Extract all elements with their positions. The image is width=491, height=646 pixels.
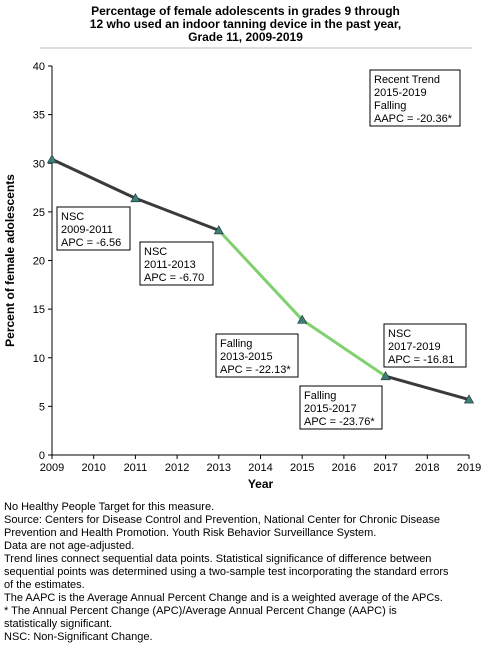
annotation-text: APC = -23.76* bbox=[304, 416, 375, 428]
x-tick-label: 2018 bbox=[415, 462, 439, 474]
annotation-text: 2017-2019 bbox=[388, 341, 441, 353]
footnote-line: NSC: Non-Significant Change. bbox=[4, 631, 153, 643]
annotation-text: 2015-2019 bbox=[374, 87, 427, 99]
footnote-line: No Healthy People Target for this measur… bbox=[4, 501, 215, 513]
footnote-line: statistically significant. bbox=[4, 618, 113, 630]
annotation-box-border bbox=[139, 241, 214, 286]
x-tick-label: 2010 bbox=[81, 462, 105, 474]
annotation-text: APC = -16.81 bbox=[388, 354, 454, 366]
y-tick-label: 35 bbox=[33, 110, 45, 122]
x-tick-label: 2012 bbox=[165, 462, 189, 474]
footnotes: No Healthy People Target for this measur… bbox=[4, 501, 488, 644]
annotation-text: 2015-2017 bbox=[304, 403, 357, 415]
y-tick-label: 25 bbox=[33, 207, 45, 219]
annotation-text: Recent Trend bbox=[374, 74, 440, 86]
trend-segment-nsc bbox=[50, 157, 137, 200]
trend-segment-falling bbox=[217, 228, 304, 322]
footnote-line: Prevention and Health Promotion. Youth R… bbox=[4, 527, 377, 539]
trend-segment-nsc bbox=[133, 196, 221, 232]
title-line: Percentage of female adolescents in grad… bbox=[91, 4, 400, 18]
trend-segment-falling bbox=[300, 318, 388, 378]
y-tick-label: 10 bbox=[33, 353, 45, 365]
data-point-marker bbox=[297, 314, 308, 324]
annotation-text: Falling bbox=[374, 100, 406, 112]
data-point-marker bbox=[46, 154, 58, 164]
annotation-text: 2009-2011 bbox=[61, 224, 113, 236]
footnote-line: Data are not age-adjusted. bbox=[4, 540, 135, 552]
data-point-marker bbox=[130, 193, 141, 203]
data-point-marker bbox=[463, 394, 475, 404]
trend-segment-nsc bbox=[384, 374, 471, 402]
footnote-line: of the estimates. bbox=[4, 579, 85, 591]
title-line: 12 who used an indoor tanning device in … bbox=[89, 17, 402, 31]
annotation-text: Falling bbox=[304, 390, 336, 402]
annotation-text: APC = -6.56 bbox=[61, 237, 121, 249]
line-chart: 0 5 10 15 20 25 30 35 40 2009 2010 2011 2012 2013 2014… bbox=[3, 47, 481, 491]
annotation-box-border bbox=[299, 385, 383, 430]
annotation-text: NSC bbox=[144, 246, 167, 258]
annotation-box-border bbox=[56, 206, 131, 251]
x-tick-label: 2019 bbox=[457, 462, 481, 474]
x-tick-label: 2009 bbox=[40, 462, 64, 474]
footnote-line: sequential points was determined using a… bbox=[4, 566, 449, 578]
y-tick-label: 20 bbox=[33, 256, 45, 268]
annotation-text: APC = -22.13* bbox=[220, 364, 291, 376]
annotation-text: Falling bbox=[220, 338, 252, 350]
x-tick-label: 2016 bbox=[332, 462, 356, 474]
annotation-text: 2011-2013 bbox=[144, 259, 196, 271]
annotation-text: AAPC = -20.36* bbox=[374, 113, 453, 125]
x-tick-label: 2015 bbox=[290, 462, 314, 474]
chart-title: Percentage of female adolescents in grad… bbox=[40, 5, 451, 44]
annotation-box-border bbox=[215, 333, 299, 378]
annotation-box-border bbox=[383, 323, 467, 368]
annotation-text: NSC bbox=[388, 328, 411, 340]
x-tick-label: 2014 bbox=[248, 462, 272, 474]
y-axis-title: Percent of female adolescents bbox=[3, 174, 17, 347]
y-tick-label: 30 bbox=[33, 158, 45, 170]
annotation-text: 2013-2015 bbox=[220, 351, 273, 363]
annotation-box-border bbox=[369, 69, 461, 127]
y-tick-label: 40 bbox=[33, 61, 45, 73]
y-tick-label: 5 bbox=[39, 401, 45, 413]
annotation-text: APC = -6.70 bbox=[144, 272, 204, 284]
data-point-marker bbox=[380, 371, 391, 381]
data-point-marker bbox=[213, 225, 224, 235]
x-tick-label: 2011 bbox=[124, 462, 148, 474]
title-line: Grade 11, 2009-2019 bbox=[188, 30, 303, 44]
y-tick-label: 15 bbox=[33, 304, 45, 316]
footnote-line: Source: Centers for Disease Control and … bbox=[4, 514, 440, 526]
footnote-line: The AAPC is the Average Annual Percent C… bbox=[4, 592, 443, 604]
footnote-line: * The Annual Percent Change (APC)/Averag… bbox=[4, 605, 397, 617]
footnote-line: Trend lines connect sequential data poin… bbox=[4, 553, 432, 565]
annotation-text: NSC bbox=[61, 211, 84, 223]
x-axis-title: Year bbox=[248, 477, 274, 491]
x-tick-label: 2013 bbox=[207, 462, 231, 474]
y-tick-label: 0 bbox=[39, 450, 45, 462]
x-tick-label: 2017 bbox=[373, 462, 397, 474]
